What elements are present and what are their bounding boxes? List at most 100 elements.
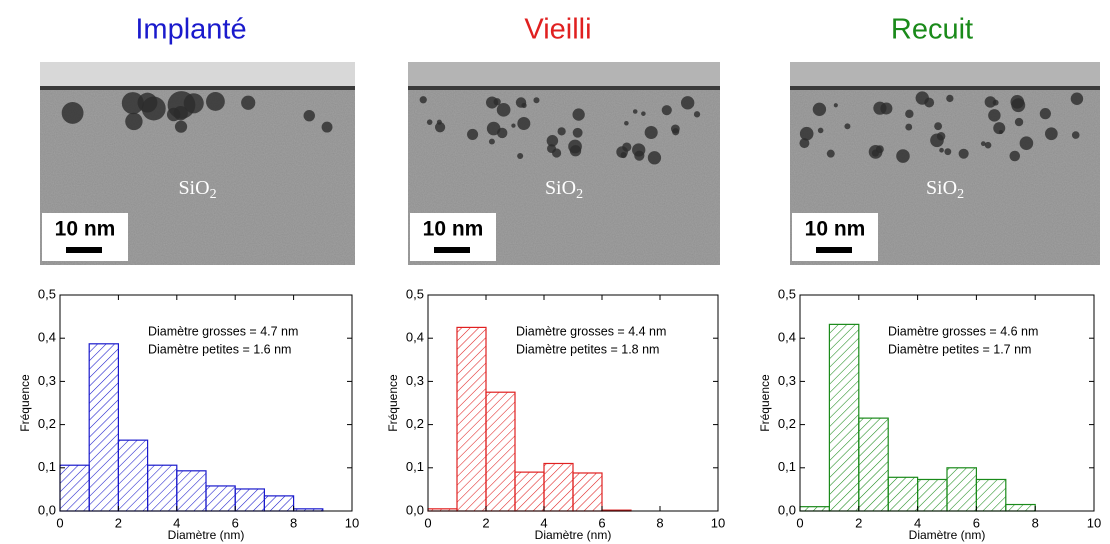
y-tick-label: 0,4 bbox=[406, 330, 424, 345]
image-label-sub: 2 bbox=[576, 187, 583, 202]
histogram-bar bbox=[205, 485, 236, 512]
particle bbox=[1019, 136, 1034, 150]
x-tick-label: 8 bbox=[290, 515, 297, 530]
particle bbox=[61, 102, 84, 124]
histogram-bar bbox=[858, 417, 889, 512]
histogram-bar bbox=[263, 495, 295, 512]
y-axis-label: Fréquence bbox=[758, 374, 772, 432]
histogram-bar bbox=[176, 470, 207, 512]
image-label-sub: 2 bbox=[957, 187, 964, 202]
y-tick-label: 0,0 bbox=[406, 502, 424, 517]
tem-image: SiO2 10 nm bbox=[790, 62, 1100, 265]
particle bbox=[634, 150, 645, 161]
x-tick-label: 2 bbox=[855, 515, 862, 530]
x-axis-label: Diamètre (nm) bbox=[909, 528, 986, 542]
x-tick-label: 10 bbox=[345, 515, 359, 530]
x-tick-label: 10 bbox=[1087, 515, 1101, 530]
surface-edge bbox=[408, 86, 720, 90]
y-tick-label: 0,5 bbox=[406, 286, 424, 301]
particle bbox=[647, 151, 662, 165]
y-tick-label: 0,2 bbox=[778, 416, 796, 431]
particle bbox=[632, 109, 638, 114]
annotation: Diamètre grosses = 4.6 nm bbox=[888, 324, 1038, 338]
particle bbox=[1014, 117, 1024, 127]
annotation: Diamètre petites = 1.8 nm bbox=[516, 342, 659, 356]
y-tick-label: 0,1 bbox=[406, 459, 424, 474]
annotation: Diamètre petites = 1.6 nm bbox=[148, 342, 291, 356]
particle bbox=[905, 123, 913, 131]
particle bbox=[661, 105, 672, 116]
image-label: SiO2 bbox=[545, 177, 583, 203]
particle bbox=[817, 127, 824, 134]
chart-title: Recuit bbox=[891, 14, 973, 46]
annotation: Diamètre grosses = 4.4 nm bbox=[516, 324, 666, 338]
scale-label: 10 nm bbox=[423, 218, 484, 241]
tem-image: SiO2 10 nm bbox=[408, 62, 720, 265]
y-axis-label: Fréquence bbox=[18, 374, 32, 432]
y-tick-label: 0,5 bbox=[778, 286, 796, 301]
particle bbox=[1045, 127, 1058, 141]
y-axis-label: Fréquence bbox=[386, 374, 400, 432]
y-tick-label: 0,5 bbox=[38, 286, 56, 301]
x-tick-label: 0 bbox=[796, 515, 803, 530]
scale-label: 10 nm bbox=[55, 218, 116, 241]
x-axis-label: Diamètre (nm) bbox=[168, 528, 245, 542]
plot-frame bbox=[59, 294, 353, 512]
particle bbox=[533, 97, 540, 104]
particle bbox=[557, 127, 566, 136]
particle bbox=[436, 119, 442, 125]
x-tick-label: 4 bbox=[540, 515, 547, 530]
particle bbox=[644, 125, 658, 140]
particle bbox=[844, 123, 851, 130]
particle bbox=[873, 101, 887, 115]
image-label: SiO2 bbox=[178, 177, 216, 203]
histogram-bar bbox=[456, 326, 487, 512]
particle bbox=[125, 112, 143, 131]
annotation: Diamètre petites = 1.7 nm bbox=[888, 342, 1031, 356]
particle bbox=[517, 152, 524, 160]
particle bbox=[924, 97, 935, 108]
y-tick-label: 0,3 bbox=[38, 373, 56, 388]
particle bbox=[419, 96, 427, 104]
particle bbox=[1011, 98, 1026, 113]
surface-edge bbox=[790, 86, 1100, 90]
plot-frame bbox=[799, 294, 1095, 512]
particle bbox=[946, 94, 954, 103]
plot-frame bbox=[427, 294, 719, 512]
annotation: Diamètre grosses = 4.7 nm bbox=[148, 324, 298, 338]
particle bbox=[467, 128, 479, 140]
particle bbox=[569, 145, 582, 157]
y-tick-label: 0,0 bbox=[38, 502, 56, 517]
particle bbox=[206, 92, 225, 111]
x-tick-label: 6 bbox=[598, 515, 605, 530]
particle bbox=[572, 127, 583, 138]
particle bbox=[517, 117, 531, 130]
histogram-bar bbox=[887, 476, 919, 512]
histogram-bar bbox=[147, 464, 178, 512]
surface-layer bbox=[408, 62, 720, 86]
particle bbox=[1071, 131, 1080, 139]
image-label-main: SiO bbox=[178, 177, 209, 199]
particle bbox=[812, 102, 827, 116]
particle bbox=[939, 147, 944, 153]
x-tick-label: 6 bbox=[973, 515, 980, 530]
particle bbox=[693, 111, 701, 118]
particle bbox=[546, 135, 559, 147]
x-tick-label: 2 bbox=[115, 515, 122, 530]
x-tick-label: 0 bbox=[424, 515, 431, 530]
particle bbox=[944, 148, 952, 156]
surface-edge bbox=[40, 86, 355, 90]
chart-title: Vieilli bbox=[524, 14, 591, 46]
x-tick-label: 4 bbox=[173, 515, 180, 530]
image-label-main: SiO bbox=[545, 177, 576, 199]
scale-bar bbox=[434, 247, 470, 253]
x-tick-label: 6 bbox=[232, 515, 239, 530]
particle bbox=[672, 128, 680, 136]
particle bbox=[992, 99, 999, 106]
histogram-bar bbox=[543, 462, 574, 512]
particle bbox=[572, 108, 585, 121]
particle bbox=[624, 120, 629, 126]
x-axis-label: Diamètre (nm) bbox=[535, 528, 612, 542]
particle bbox=[511, 123, 516, 128]
